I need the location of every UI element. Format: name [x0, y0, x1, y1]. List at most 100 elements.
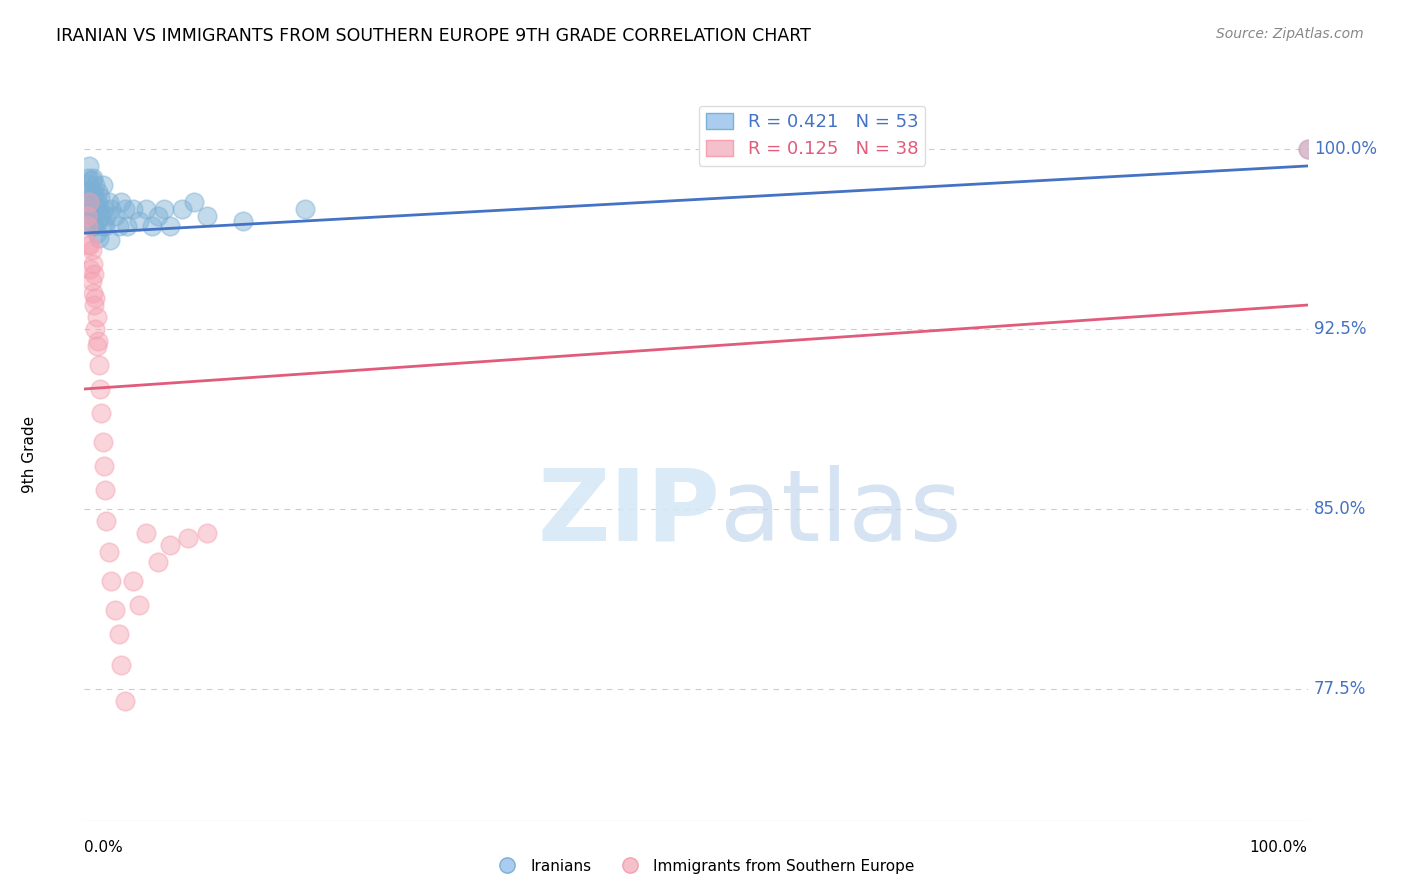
Point	[87, 202, 110, 216]
Point	[83, 219, 105, 233]
Point	[183, 194, 205, 209]
Text: atlas: atlas	[720, 465, 962, 562]
Point	[146, 555, 169, 569]
Point	[77, 219, 100, 233]
Point	[82, 170, 104, 185]
Point	[146, 209, 169, 223]
Point	[87, 214, 110, 228]
Point	[114, 202, 136, 216]
Text: IRANIAN VS IMMIGRANTS FROM SOUTHERN EUROPE 9TH GRADE CORRELATION CHART: IRANIAN VS IMMIGRANTS FROM SOUTHERN EURO…	[56, 27, 811, 45]
Legend: R = 0.421   N = 53, R = 0.125   N = 38: R = 0.421 N = 53, R = 0.125 N = 38	[699, 105, 925, 166]
Point	[80, 243, 103, 257]
Point	[76, 209, 98, 223]
Point	[107, 626, 129, 640]
Point	[83, 200, 105, 214]
Point	[1296, 142, 1319, 156]
Point	[80, 202, 103, 216]
Point	[79, 183, 101, 197]
Point	[82, 286, 104, 301]
Point	[83, 298, 105, 312]
Text: 9th Grade: 9th Grade	[22, 417, 37, 493]
Point	[195, 209, 218, 223]
Point	[159, 219, 181, 233]
Point	[86, 310, 108, 324]
Text: 85.0%: 85.0%	[1313, 500, 1367, 518]
Point	[135, 525, 157, 540]
Point	[94, 219, 117, 233]
Text: 0.0%: 0.0%	[84, 840, 124, 855]
Point	[141, 219, 163, 233]
Point	[100, 574, 122, 588]
Point	[110, 194, 132, 209]
Point	[122, 202, 145, 216]
Point	[79, 262, 101, 277]
Point	[79, 194, 101, 209]
Point	[1296, 142, 1319, 156]
Text: 92.5%: 92.5%	[1313, 320, 1367, 338]
Point	[110, 657, 132, 672]
Text: 100.0%: 100.0%	[1250, 840, 1308, 855]
Point	[77, 178, 100, 193]
Point	[96, 514, 118, 528]
Point	[89, 382, 111, 396]
Point	[82, 190, 104, 204]
Point	[82, 209, 104, 223]
Point	[87, 334, 110, 348]
Point	[195, 525, 218, 540]
Point	[114, 694, 136, 708]
Text: Source: ZipAtlas.com: Source: ZipAtlas.com	[1216, 27, 1364, 41]
Point	[77, 194, 100, 209]
Point	[84, 202, 107, 216]
Point	[87, 358, 110, 372]
Point	[84, 291, 107, 305]
Point	[86, 194, 108, 209]
Point	[172, 202, 194, 216]
Text: ZIP: ZIP	[537, 465, 720, 562]
Point	[91, 219, 114, 233]
Text: 100.0%: 100.0%	[1313, 140, 1376, 158]
Point	[89, 190, 111, 204]
Point	[115, 219, 138, 233]
Point	[153, 202, 176, 216]
Point	[159, 538, 181, 552]
Point	[294, 202, 316, 216]
Point	[87, 186, 110, 200]
Point	[97, 194, 120, 209]
Point	[86, 339, 108, 353]
Point	[80, 219, 103, 233]
Point	[93, 202, 115, 216]
Point	[177, 531, 200, 545]
Point	[77, 202, 100, 216]
Point	[91, 434, 114, 449]
Point	[80, 173, 103, 187]
Point	[128, 598, 150, 612]
Point	[91, 178, 114, 193]
Point	[86, 226, 108, 240]
Point	[77, 170, 100, 185]
Point	[93, 458, 115, 473]
Point	[107, 219, 129, 233]
Point	[122, 574, 145, 588]
Point	[76, 190, 98, 204]
Legend: Iranians, Immigrants from Southern Europe: Iranians, Immigrants from Southern Europ…	[486, 853, 920, 880]
Point	[104, 602, 127, 616]
Point	[79, 214, 101, 228]
Point	[90, 406, 112, 420]
Point	[77, 238, 100, 252]
Point	[98, 233, 121, 247]
Point	[79, 238, 101, 252]
Text: 77.5%: 77.5%	[1313, 680, 1367, 698]
Point	[84, 322, 107, 336]
Point	[94, 483, 117, 497]
Point	[100, 202, 122, 216]
Point	[83, 267, 105, 281]
Point	[83, 186, 105, 200]
Point	[77, 159, 100, 173]
Point	[90, 209, 112, 223]
Point	[82, 257, 104, 271]
Point	[80, 274, 103, 288]
Point	[135, 202, 157, 216]
Point	[84, 178, 107, 193]
Point	[232, 214, 254, 228]
Point	[104, 209, 127, 223]
